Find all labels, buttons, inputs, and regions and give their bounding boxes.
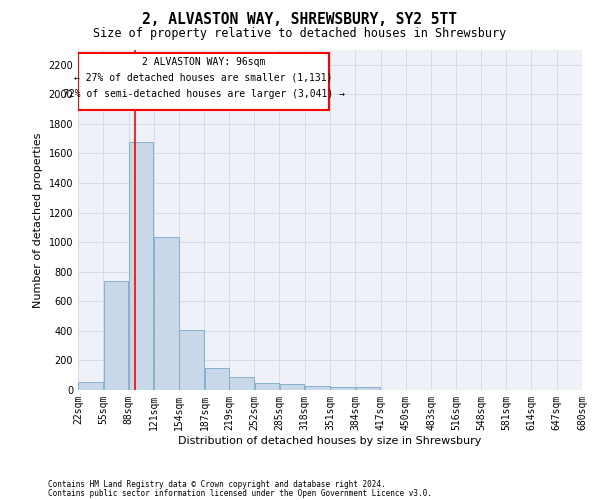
Bar: [79, 382, 103, 390]
Text: ← 27% of detached houses are smaller (1,131): ← 27% of detached houses are smaller (1,…: [74, 73, 333, 83]
Bar: [331, 388, 355, 390]
Text: Size of property relative to detached houses in Shrewsbury: Size of property relative to detached ho…: [94, 28, 506, 40]
Bar: [104, 280, 128, 390]
X-axis label: Distribution of detached houses by size in Shrewsbury: Distribution of detached houses by size …: [178, 436, 482, 446]
FancyBboxPatch shape: [78, 53, 329, 110]
Bar: [229, 378, 254, 390]
Bar: [356, 388, 380, 390]
Bar: [154, 237, 179, 390]
Bar: [254, 383, 279, 390]
Bar: [305, 386, 329, 390]
Bar: [205, 368, 229, 390]
Text: 2, ALVASTON WAY, SHREWSBURY, SY2 5TT: 2, ALVASTON WAY, SHREWSBURY, SY2 5TT: [143, 12, 458, 28]
Y-axis label: Number of detached properties: Number of detached properties: [33, 132, 43, 308]
Text: Contains HM Land Registry data © Crown copyright and database right 2024.: Contains HM Land Registry data © Crown c…: [48, 480, 386, 489]
Text: Contains public sector information licensed under the Open Government Licence v3: Contains public sector information licen…: [48, 489, 432, 498]
Text: 72% of semi-detached houses are larger (3,041) →: 72% of semi-detached houses are larger (…: [62, 89, 344, 99]
Text: 2 ALVASTON WAY: 96sqm: 2 ALVASTON WAY: 96sqm: [142, 56, 265, 66]
Bar: [179, 330, 204, 390]
Bar: [280, 384, 304, 390]
Bar: [129, 142, 154, 390]
